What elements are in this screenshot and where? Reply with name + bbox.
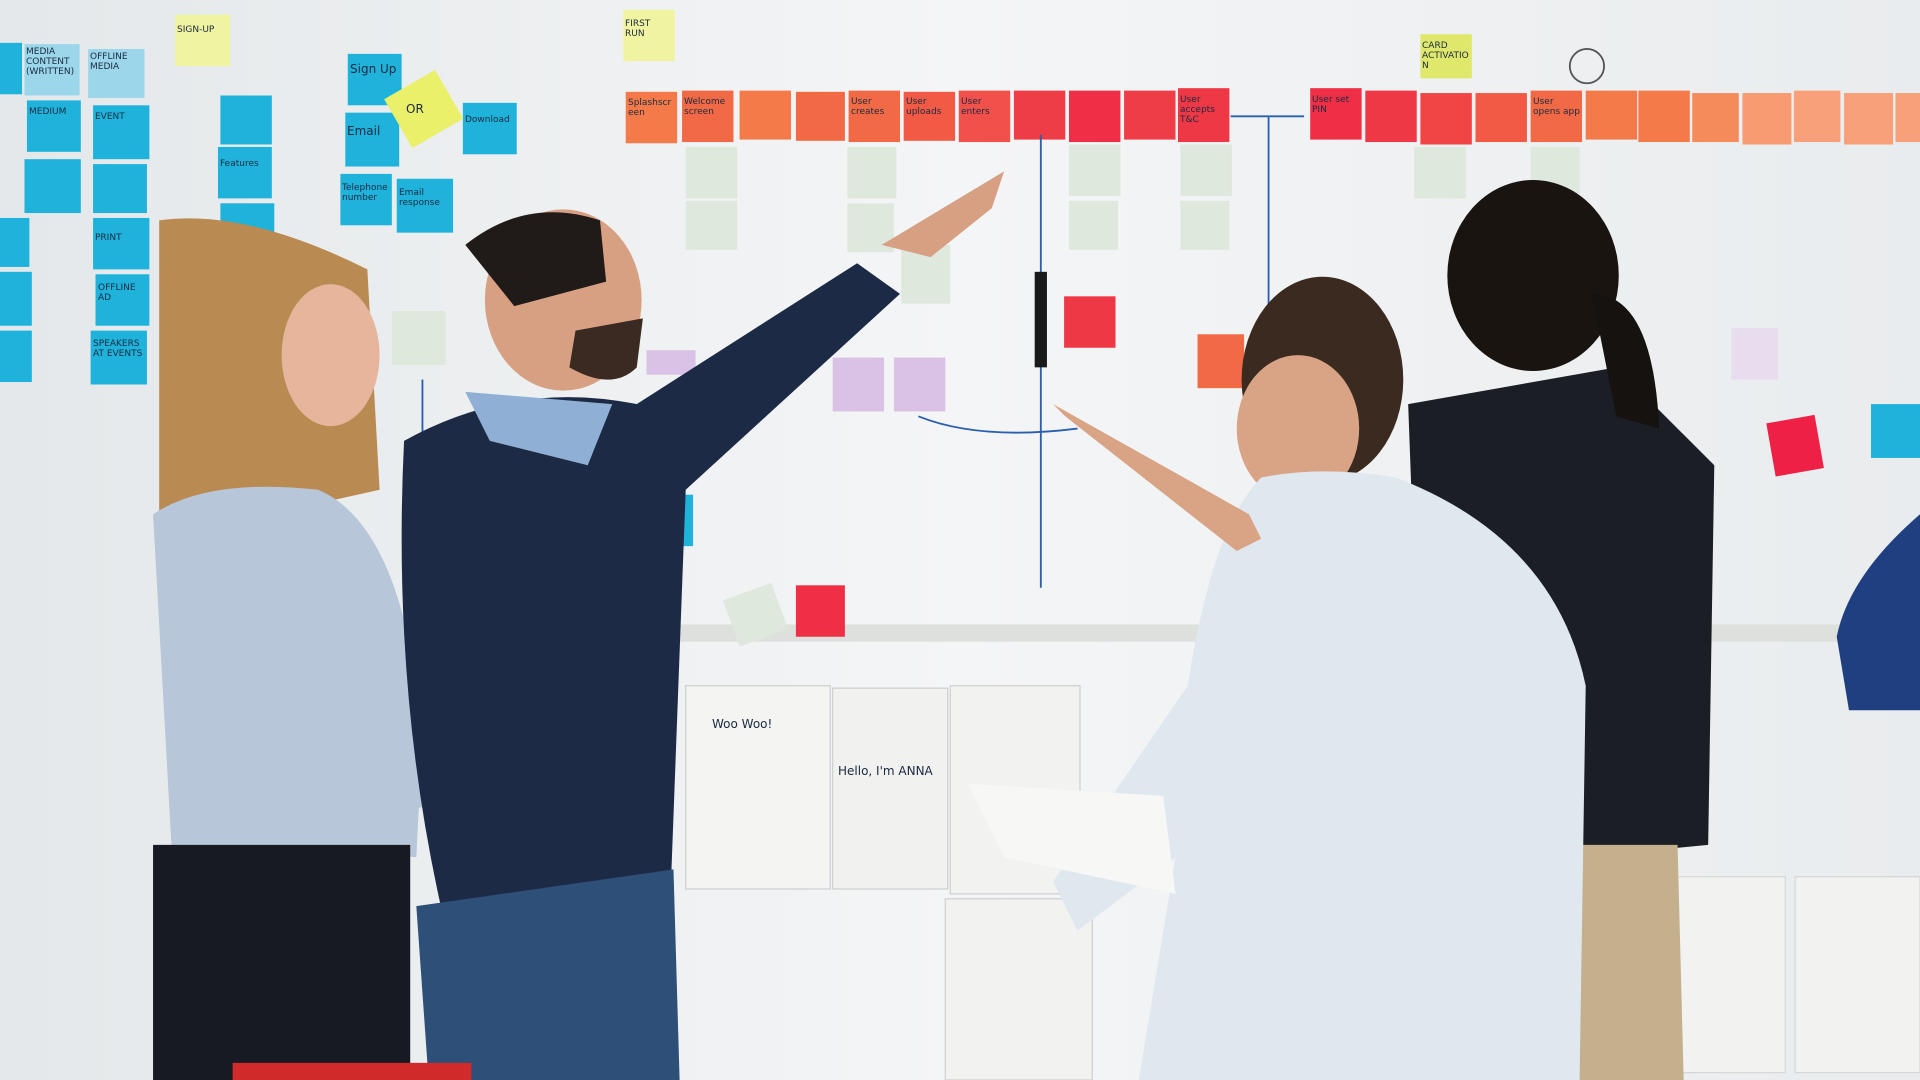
red-chair-edge <box>232 1062 472 1080</box>
note-label: OFFLINE MEDIA <box>90 52 128 72</box>
note-label: Sign Up <box>350 62 397 76</box>
note-label: User accepts T&C <box>1180 95 1215 125</box>
note-label: Email response <box>399 188 440 208</box>
note-label: OR <box>406 102 424 116</box>
note-label: SIGN-UP <box>177 25 215 35</box>
sketch-label: Hello, I'm ANNA <box>838 764 933 778</box>
blue-sticky-notes <box>0 42 1920 547</box>
note-label: User opens app <box>1533 97 1580 117</box>
note-label: CARD ACTIVATION <box>1422 41 1469 71</box>
person-right-edge <box>1836 514 1920 711</box>
orange-sticky-notes-row <box>625 88 1920 637</box>
note-label: OFFLINE AD <box>98 283 136 303</box>
note-label: EVENT <box>95 112 125 122</box>
note-label: User set PIN <box>1312 95 1350 115</box>
yellow-sticky-notes <box>175 9 1472 149</box>
person-man-light-shirt <box>967 271 1586 1080</box>
sketch-label: Woo Woo! <box>712 717 773 731</box>
note-label: User creates <box>851 97 885 117</box>
note-label: MEDIA CONTENT (WRITTEN) <box>26 47 75 77</box>
note-label: Email <box>347 124 381 138</box>
note-label: Telephone number <box>342 183 388 203</box>
note-label: PRINT <box>95 233 122 243</box>
note-label: Download <box>465 115 510 125</box>
note-label: Splashscreen <box>628 98 672 118</box>
pale-sticky-notes <box>391 144 1778 647</box>
note-label: Welcome screen <box>684 97 726 117</box>
person-man-navy-sweater <box>401 171 1005 1080</box>
note-label: SPEAKERS AT EVENTS <box>93 339 143 359</box>
note-label: MEDIUM <box>29 107 67 117</box>
note-label: User enters <box>961 97 990 117</box>
note-label: Features <box>220 159 259 169</box>
note-label: User uploads <box>906 97 942 117</box>
wireframe-sketches <box>685 685 1920 1080</box>
note-label: FIRST RUN <box>625 19 651 39</box>
